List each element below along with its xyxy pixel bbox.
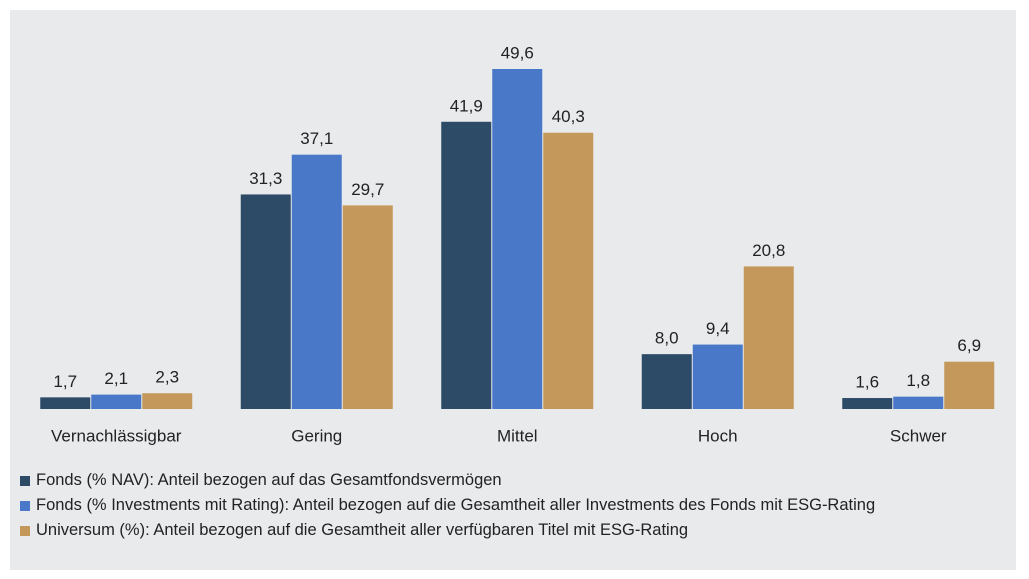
legend-label: Fonds (% Investments mit Rating): Anteil…: [36, 496, 876, 514]
data-label: 8,0: [655, 329, 679, 348]
bar: [492, 69, 543, 409]
legend-item: Universum (%): Anteil bezogen auf die Ge…: [20, 518, 1010, 543]
data-label: 20,8: [752, 241, 785, 260]
bar: [91, 394, 142, 409]
bar: [142, 393, 193, 409]
data-label: 1,6: [855, 373, 879, 392]
data-label: 1,7: [53, 372, 77, 391]
data-label: 40,3: [552, 107, 585, 126]
data-label: 31,3: [249, 169, 282, 188]
data-label: 6,9: [957, 336, 981, 355]
data-label: 49,6: [501, 43, 534, 62]
data-label: 9,4: [706, 319, 730, 338]
bar: [240, 194, 291, 409]
data-label: 41,9: [450, 96, 483, 115]
legend-item: Fonds (% Investments mit Rating): Anteil…: [20, 493, 1010, 518]
bar: [291, 154, 342, 409]
legend-swatch: [20, 526, 30, 536]
legend-swatch: [20, 501, 30, 511]
x-tick-label: Gering: [291, 426, 342, 445]
x-tick-label: Schwer: [890, 426, 947, 445]
data-label: 2,3: [155, 368, 179, 387]
x-tick-label: Hoch: [698, 426, 738, 445]
data-label: 1,8: [906, 371, 930, 390]
x-tick-label: Mittel: [497, 426, 538, 445]
bar: [842, 398, 893, 409]
bar: [543, 132, 594, 409]
bar: [441, 121, 492, 409]
bar: [743, 266, 794, 409]
bar: [40, 397, 91, 409]
bar: [342, 205, 393, 409]
x-tick-label: Vernachlässigbar: [51, 426, 182, 445]
legend-item: Fonds (% NAV): Anteil bezogen auf das Ge…: [20, 468, 1010, 493]
data-label: 29,7: [351, 180, 384, 199]
legend-label: Fonds (% NAV): Anteil bezogen auf das Ge…: [36, 471, 502, 489]
bar: [944, 361, 995, 409]
bar: [692, 344, 743, 409]
data-label: 37,1: [300, 129, 333, 148]
legend-label: Universum (%): Anteil bezogen auf die Ge…: [36, 521, 689, 539]
legend-swatch: [20, 476, 30, 486]
bar: [641, 354, 692, 409]
legend: Fonds (% NAV): Anteil bezogen auf das Ge…: [20, 468, 1010, 543]
bar: [893, 396, 944, 409]
data-label: 2,1: [104, 369, 128, 388]
